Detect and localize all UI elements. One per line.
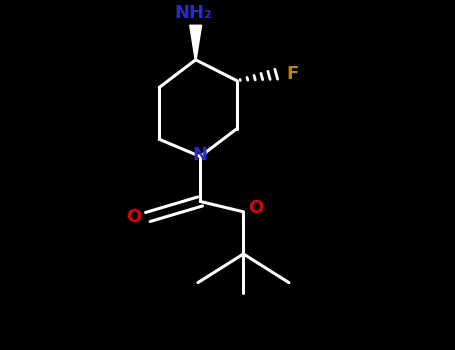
Text: O: O xyxy=(248,199,263,217)
Text: F: F xyxy=(287,65,299,83)
Text: O: O xyxy=(126,208,141,226)
Text: NH₂: NH₂ xyxy=(174,4,212,22)
Text: N: N xyxy=(193,146,207,164)
Polygon shape xyxy=(190,25,202,60)
